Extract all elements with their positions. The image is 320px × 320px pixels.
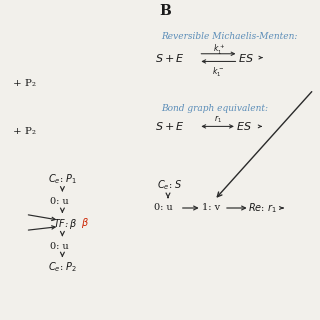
Text: + P₂: + P₂: [13, 79, 36, 88]
Text: 1: v: 1: v: [202, 204, 220, 212]
Text: $C_e$: $P_2$: $C_e$: $P_2$: [48, 260, 77, 274]
Text: $C_e$: $S$: $C_e$: $S$: [157, 179, 182, 193]
Text: $r_1$: $r_1$: [213, 114, 222, 125]
Text: $Re$: $r_1$: $Re$: $r_1$: [248, 201, 277, 215]
Text: $ES$: $ES$: [238, 52, 254, 64]
Text: $C_e$: $P_1$: $C_e$: $P_1$: [48, 172, 77, 186]
Text: $TF$: $\!\beta$: $TF$: $\!\beta$: [53, 217, 78, 231]
Text: Reversible Michaelis-Menten:: Reversible Michaelis-Menten:: [162, 32, 298, 41]
Text: + P₂: + P₂: [13, 127, 36, 136]
Text: Bond graph equivalent:: Bond graph equivalent:: [162, 104, 268, 113]
Text: 0: u: 0: u: [154, 204, 172, 212]
Text: $S + E$: $S + E$: [155, 120, 184, 132]
Text: $ES$: $ES$: [236, 120, 252, 132]
Text: $S + E$: $S + E$: [155, 52, 184, 64]
Text: $k_1^+$: $k_1^+$: [212, 43, 225, 57]
Text: $\beta$: $\beta$: [82, 216, 89, 230]
Text: 0: u: 0: u: [50, 197, 68, 206]
Text: $k_1^-$: $k_1^-$: [212, 66, 225, 79]
Text: B: B: [159, 4, 171, 18]
Text: 0: u: 0: u: [50, 242, 68, 251]
